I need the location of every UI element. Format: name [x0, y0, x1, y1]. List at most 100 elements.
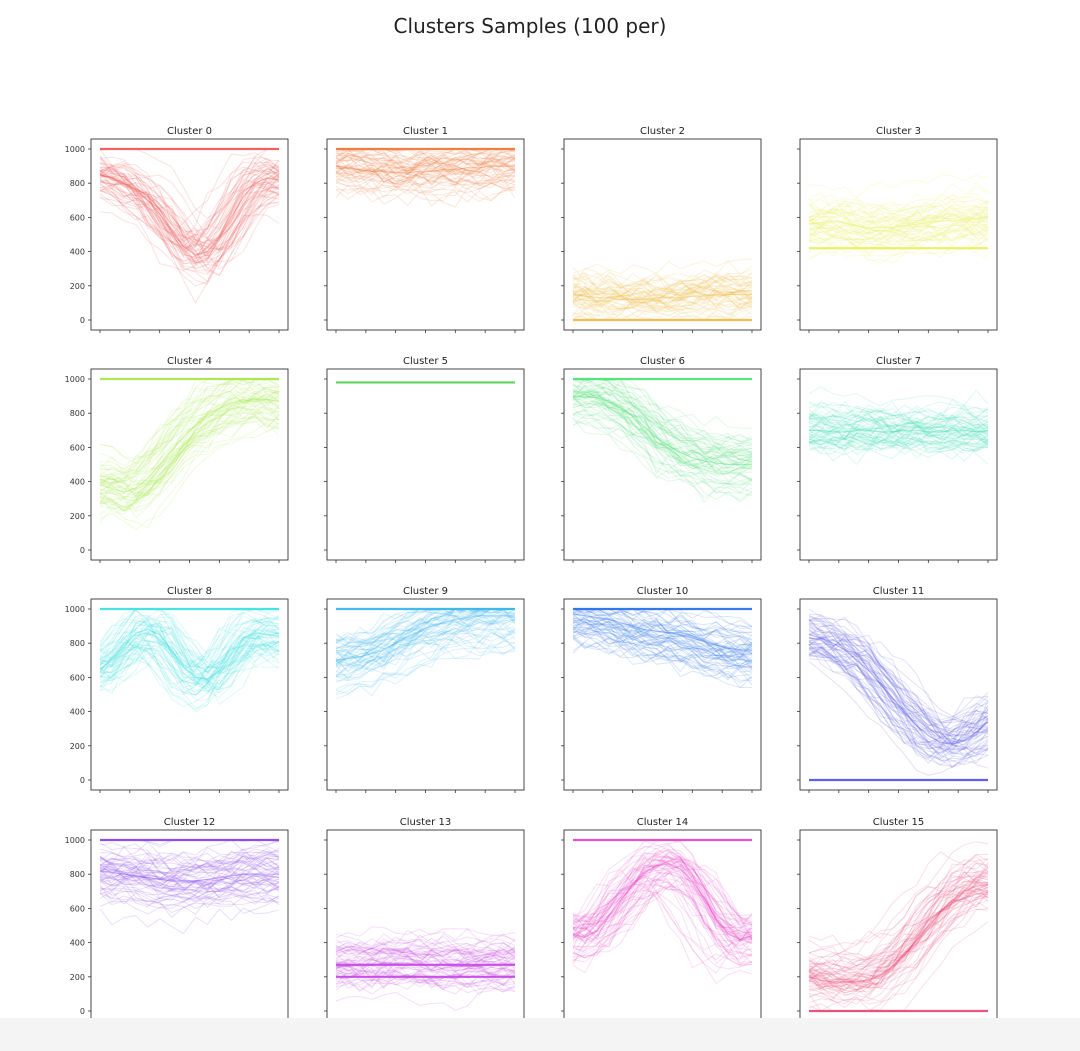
sample-line: [572, 618, 753, 666]
sample-line: [99, 169, 280, 255]
y-tick-label: 200: [70, 742, 85, 751]
sample-line: [99, 181, 280, 262]
sample-line: [808, 628, 989, 750]
sample-line: [335, 956, 516, 981]
sample-line: [808, 208, 989, 230]
sample-line: [335, 947, 516, 964]
y-tick-label: 0: [80, 776, 85, 785]
sample-line: [808, 870, 989, 974]
y-tick-label: 0: [80, 546, 85, 555]
sample-line: [99, 417, 280, 519]
sample-line: [99, 162, 280, 263]
sample-line: [335, 946, 516, 966]
sample-line: [99, 868, 280, 886]
sample-line: [808, 224, 989, 251]
sample-line: [572, 860, 753, 943]
sample-line: [572, 857, 753, 941]
sample-line: [99, 172, 280, 251]
sample-line: [99, 189, 280, 274]
sample-line: [99, 415, 280, 512]
sample-line: [808, 218, 989, 245]
sample-line: [808, 436, 989, 455]
sample-line: [335, 608, 515, 646]
sample-line: [335, 153, 516, 178]
sample-line: [335, 171, 516, 189]
sample-line: [572, 286, 753, 302]
sample-line: [572, 630, 753, 681]
sample-line: [99, 390, 280, 495]
sample-line: [808, 880, 989, 983]
sample-line: [99, 892, 280, 915]
sample-line: [572, 383, 753, 459]
sample-line: [335, 162, 516, 185]
sample-line: [808, 623, 989, 741]
sample-line: [335, 166, 516, 189]
sample-line: [808, 637, 989, 749]
sample-line: [99, 179, 280, 264]
sample-line: [808, 409, 989, 433]
axes-frame: [326, 368, 525, 561]
sample-line: [335, 619, 516, 676]
sample-line: [99, 395, 280, 505]
sample-line: [99, 396, 280, 510]
sample-line: [808, 895, 989, 1005]
sample-line: [572, 378, 753, 457]
sample-line: [99, 629, 280, 696]
sample-line: [335, 612, 516, 667]
sample-line: [808, 426, 989, 441]
sample-line: [572, 859, 753, 948]
sample-lines: [99, 607, 280, 713]
sample-line: [572, 852, 753, 927]
sample-line: [335, 642, 516, 694]
sample-line: [99, 871, 280, 893]
sample-line: [572, 870, 753, 949]
sample-line: [808, 873, 989, 983]
sample-line: [99, 161, 280, 243]
sample-line: [808, 886, 989, 997]
sample-line: [100, 382, 279, 476]
sample-line: [572, 406, 753, 481]
sample-line: [335, 183, 516, 205]
sample-line: [808, 614, 989, 737]
sample-line: [572, 295, 753, 311]
sample-line: [99, 195, 280, 270]
sample-line: [335, 153, 516, 175]
sample-line: [335, 640, 516, 682]
sample-line: [808, 649, 989, 759]
bottom-strip: [0, 1018, 1080, 1051]
sample-line: [808, 629, 989, 746]
sample-line: [335, 960, 516, 984]
sample-line: [335, 622, 516, 678]
sample-line: [572, 840, 753, 924]
sample-line: [99, 877, 280, 893]
sample-line: [99, 639, 280, 692]
sample-line: [808, 629, 989, 737]
sample-line: [808, 869, 989, 976]
sample-line: [572, 890, 753, 985]
sample-line: [99, 420, 280, 523]
sample-line: [99, 639, 280, 685]
sample-line: [335, 151, 516, 173]
sample-line: [808, 615, 989, 726]
sample-line: [99, 402, 280, 505]
sample-line: [99, 890, 280, 914]
sample-line: [572, 842, 753, 927]
sample-line: [335, 612, 516, 674]
sample-line: [335, 954, 516, 979]
sample-line: [572, 294, 753, 317]
sample-line: [99, 398, 280, 493]
sample-line: [808, 643, 989, 749]
sample-line: [335, 640, 516, 684]
sample-line: [335, 947, 516, 958]
sample-line: [335, 165, 516, 186]
cluster-panel: Cluster 5: [324, 356, 525, 563]
sample-line: [99, 398, 280, 486]
sample-line: [572, 395, 753, 474]
sample-line: [808, 856, 989, 958]
sample-line: [572, 390, 753, 461]
sample-line: [572, 614, 753, 662]
sample-line: [572, 621, 753, 666]
sample-line: [335, 958, 516, 980]
sample-line: [99, 186, 280, 272]
sample-line: [572, 620, 753, 658]
